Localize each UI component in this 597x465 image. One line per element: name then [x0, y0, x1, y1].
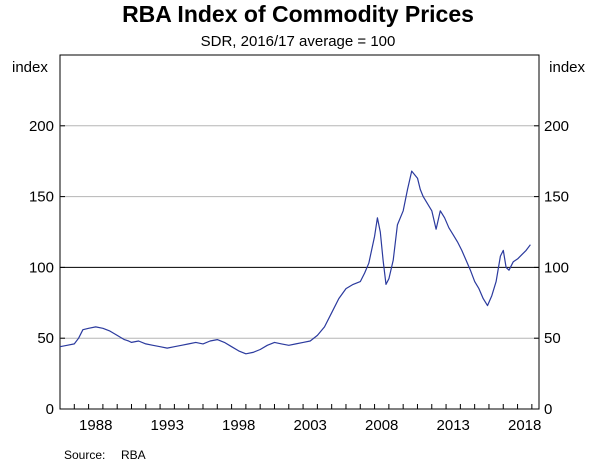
chart-subtitle: SDR, 2016/17 average = 100 — [201, 33, 396, 50]
y-axis-right-unit: index — [549, 59, 585, 76]
gridlines — [60, 125, 539, 339]
y-tick-label-right-150: 150 — [544, 189, 569, 206]
x-tick-label-1998: 1998 — [222, 417, 255, 434]
y-tick-label-left-150: 150 — [29, 189, 54, 206]
y-tick-label-right-50: 50 — [544, 330, 561, 347]
y-axis-left-unit: index — [12, 59, 48, 76]
x-tick-label-1993: 1993 — [151, 417, 184, 434]
source-label: Source: — [64, 448, 105, 462]
y-tick-label-right-100: 100 — [544, 259, 569, 276]
x-tick-label-2008: 2008 — [365, 417, 398, 434]
y-tick-label-left-200: 200 — [29, 118, 54, 135]
series-line-0 — [59, 170, 531, 355]
series-layer — [59, 170, 531, 355]
x-tick-label-2003: 2003 — [294, 417, 327, 434]
source-value: RBA — [121, 448, 146, 462]
y-axis-left: 0 50 100 150 200 — [29, 118, 65, 418]
x-tick-label-1988: 1988 — [79, 417, 112, 434]
y-tick-label-left-100: 100 — [29, 259, 54, 276]
plot-frame — [59, 54, 540, 410]
y-tick-label-right-0: 0 — [544, 401, 552, 418]
y-tick-label-left-0: 0 — [46, 401, 54, 418]
y-tick-label-left-50: 50 — [37, 330, 54, 347]
x-tick-label-2018: 2018 — [508, 417, 541, 434]
y-axis-right: 0 50 100 150 200 — [534, 118, 569, 418]
x-tick-label-2013: 2013 — [437, 417, 470, 434]
plot-border — [59, 54, 540, 410]
chart-title: RBA Index of Commodity Prices — [122, 1, 474, 27]
y-tick-label-right-200: 200 — [544, 118, 569, 135]
x-axis: 1988 1993 1998 2003 2008 2013 2018 — [59, 404, 541, 434]
